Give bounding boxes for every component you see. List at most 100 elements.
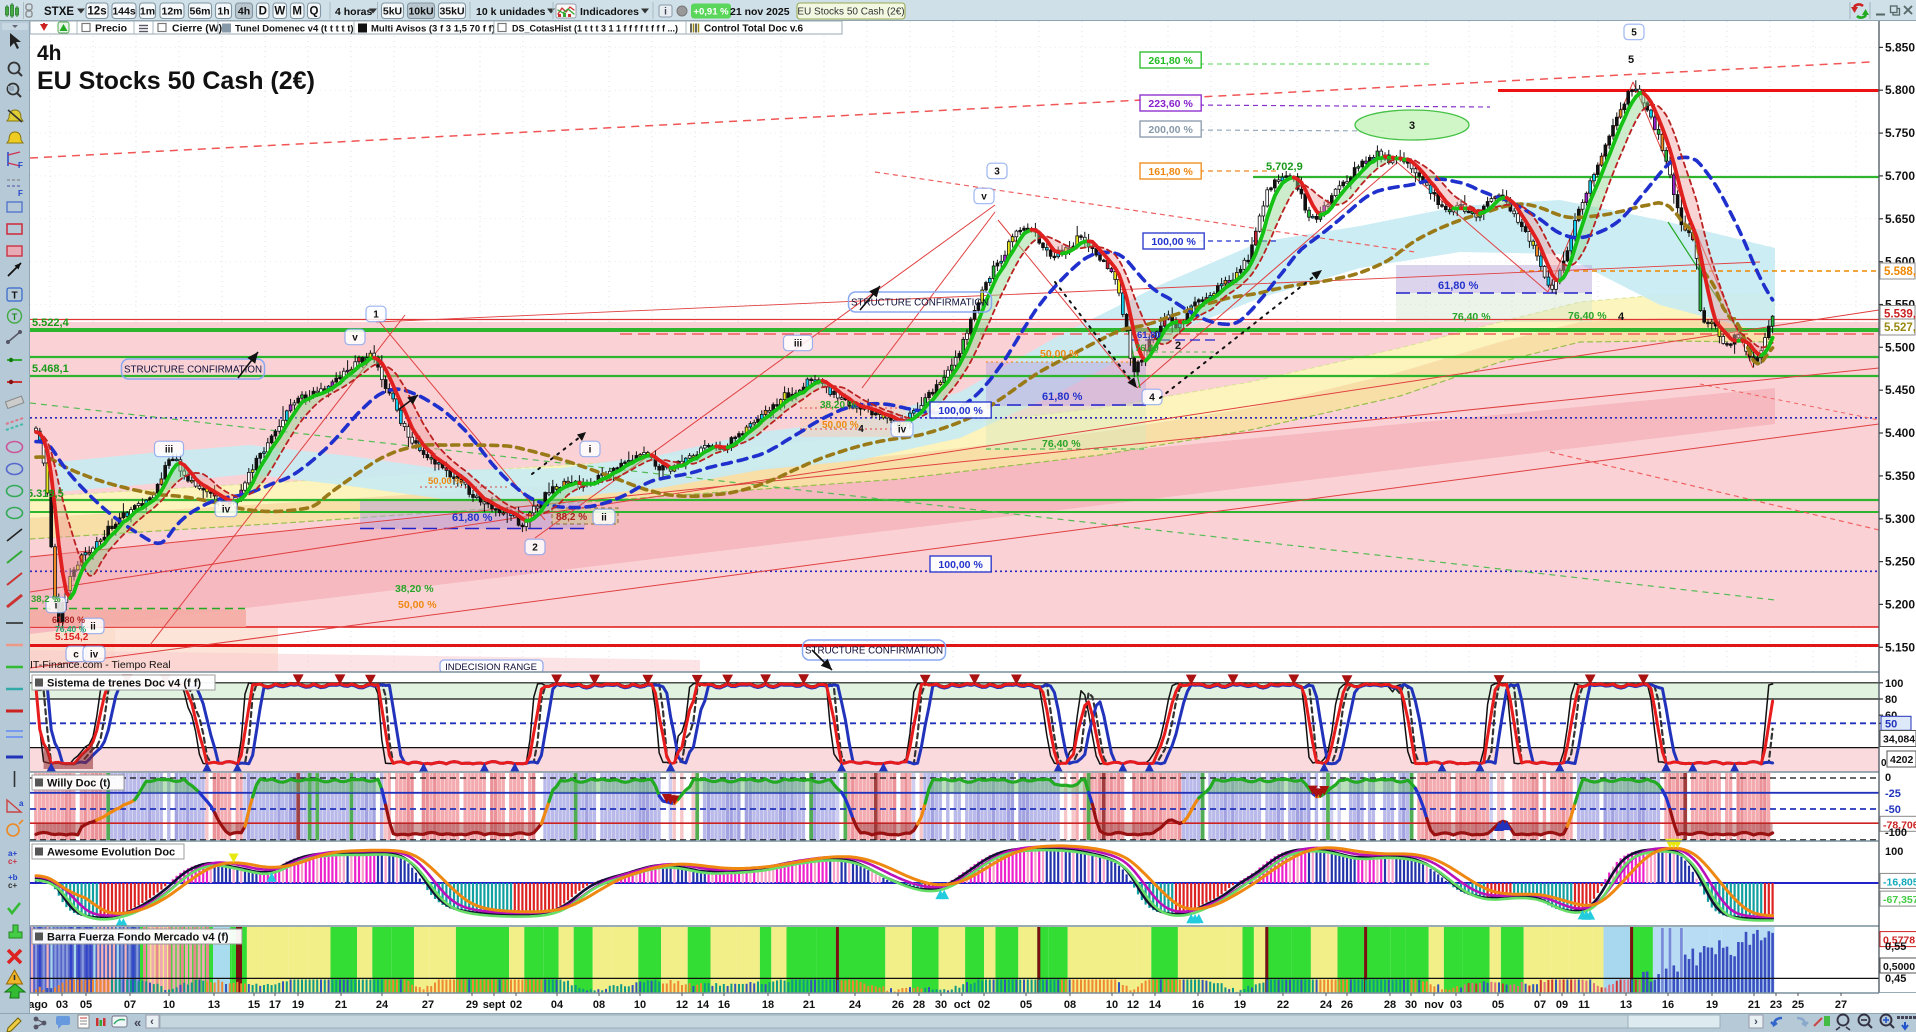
svg-text:iv: iv — [222, 504, 231, 515]
svg-text:EU Stocks 50 Cash (2€): EU Stocks 50 Cash (2€) — [797, 7, 904, 18]
svg-text:0,5000: 0,5000 — [1883, 961, 1915, 973]
svg-text:0: 0 — [1881, 758, 1887, 769]
svg-text:100,00 %: 100,00 % — [938, 559, 983, 571]
svg-text:5.527,7: 5.527,7 — [1884, 322, 1916, 334]
svg-text:5.500: 5.500 — [1885, 340, 1915, 354]
svg-text:a+: a+ — [8, 849, 17, 858]
svg-text:12s: 12s — [87, 6, 106, 18]
svg-text:5.650: 5.650 — [1885, 212, 1915, 226]
svg-text:i: i — [589, 444, 592, 455]
svg-text:61,80 %: 61,80 % — [1042, 391, 1083, 403]
svg-text:-25: -25 — [1885, 788, 1901, 800]
svg-text:iii: iii — [165, 444, 174, 455]
svg-text:M: M — [292, 6, 302, 18]
svg-text:76,40: 76,40 — [1135, 343, 1159, 354]
svg-text:5.468,1: 5.468,1 — [32, 363, 69, 375]
svg-text:24: 24 — [849, 999, 862, 1011]
svg-text:5.350: 5.350 — [1885, 469, 1915, 483]
svg-text:5.300: 5.300 — [1885, 512, 1915, 526]
svg-text:sept: sept — [483, 999, 506, 1011]
svg-text:14: 14 — [697, 999, 710, 1011]
svg-text:14: 14 — [1149, 999, 1162, 1011]
svg-text:80: 80 — [1885, 694, 1897, 706]
svg-text:25: 25 — [1792, 999, 1804, 1011]
svg-text:+0,91 %: +0,91 % — [693, 7, 729, 18]
svg-text:13: 13 — [1620, 999, 1632, 1011]
svg-text:iv: iv — [898, 424, 907, 435]
svg-text:«: « — [134, 1015, 141, 1030]
svg-text:2: 2 — [532, 542, 538, 553]
svg-text:2: 2 — [1175, 340, 1181, 352]
svg-text:21 nov 2025: 21 nov 2025 — [730, 6, 790, 18]
svg-text:i: i — [664, 7, 667, 18]
svg-text:T: T — [11, 291, 17, 302]
svg-text:76,40 %: 76,40 % — [1452, 311, 1491, 323]
svg-text:3: 3 — [1409, 120, 1415, 132]
svg-text:a: a — [19, 799, 24, 808]
svg-text:-67,357: -67,357 — [1883, 894, 1916, 906]
svg-text:21: 21 — [803, 999, 815, 1011]
svg-text:STRUCTURE CONFIRMATION: STRUCTURE CONFIRMATION — [851, 298, 989, 309]
svg-text:5.250: 5.250 — [1885, 555, 1915, 569]
svg-text:76,40 %: 76,40 % — [1042, 438, 1081, 450]
svg-text:07: 07 — [124, 999, 136, 1011]
svg-text:10: 10 — [634, 999, 646, 1011]
svg-text:+b: +b — [8, 873, 18, 882]
svg-text:4: 4 — [1618, 311, 1625, 323]
svg-text:12: 12 — [1127, 999, 1139, 1011]
svg-text:03: 03 — [56, 999, 68, 1011]
svg-text:12: 12 — [676, 999, 688, 1011]
svg-text:Awesome Evolution Doc: Awesome Evolution Doc — [47, 847, 175, 859]
svg-text:30: 30 — [935, 999, 947, 1011]
svg-text:100: 100 — [1885, 846, 1903, 858]
svg-text:5.750: 5.750 — [1885, 126, 1915, 140]
svg-text:56m: 56m — [189, 6, 210, 18]
svg-text:16: 16 — [1662, 999, 1674, 1011]
svg-text:26: 26 — [1341, 999, 1353, 1011]
svg-text:61,80 %: 61,80 % — [452, 512, 493, 524]
svg-text:-50: -50 — [1885, 804, 1901, 816]
svg-text:5.800: 5.800 — [1885, 83, 1915, 97]
svg-text:11: 11 — [1578, 999, 1590, 1011]
svg-text:34,084: 34,084 — [1883, 734, 1915, 746]
svg-text:5.450: 5.450 — [1885, 383, 1915, 397]
svg-text:3: 3 — [994, 166, 1000, 177]
svg-text:5.539,5: 5.539,5 — [1884, 309, 1916, 321]
svg-text:0,5778: 0,5778 — [1883, 935, 1915, 947]
svg-text:61,80: 61,80 — [1137, 330, 1161, 341]
svg-text:5.150: 5.150 — [1885, 640, 1915, 654]
svg-text:50,00 %: 50,00 % — [822, 420, 859, 431]
svg-text:144s: 144s — [112, 6, 136, 18]
svg-text:1m: 1m — [140, 6, 155, 18]
svg-text:76,40 %: 76,40 % — [55, 624, 87, 634]
svg-text:10 k unidades: 10 k unidades — [476, 6, 546, 18]
svg-text:23: 23 — [1770, 999, 1782, 1011]
svg-text:61,80 %: 61,80 % — [1438, 280, 1479, 292]
svg-text:4h: 4h — [238, 6, 250, 18]
svg-text:5.850: 5.850 — [1885, 40, 1915, 54]
svg-text:5: 5 — [1631, 27, 1637, 38]
svg-text:Multi Avisos (3 f 3 1,5 70 f f: Multi Avisos (3 f 3 1,5 70 f f) — [371, 24, 495, 35]
svg-text:1h: 1h — [217, 6, 229, 18]
svg-text:38,20 %: 38,20 % — [820, 400, 857, 411]
svg-text:16: 16 — [718, 999, 730, 1011]
svg-text:F: F — [18, 189, 23, 198]
svg-text:07: 07 — [1534, 999, 1546, 1011]
svg-text:5.400: 5.400 — [1885, 426, 1915, 440]
svg-text:19: 19 — [1706, 999, 1718, 1011]
svg-text:76,40 %: 76,40 % — [1568, 310, 1607, 322]
svg-text:Sistema de trenes Doc v4 (f f): Sistema de trenes Doc v4 (f f) — [47, 678, 201, 690]
svg-text:04: 04 — [551, 999, 564, 1011]
svg-text:21: 21 — [1748, 999, 1760, 1011]
svg-text:W: W — [274, 6, 285, 18]
svg-text:0,45: 0,45 — [1885, 973, 1906, 985]
svg-text:13: 13 — [208, 999, 220, 1011]
svg-text:02: 02 — [510, 999, 522, 1011]
svg-text:21: 21 — [335, 999, 347, 1011]
svg-text:ii: ii — [601, 512, 607, 523]
svg-text:24: 24 — [376, 999, 389, 1011]
svg-text:08: 08 — [593, 999, 605, 1011]
svg-text:15: 15 — [248, 999, 260, 1011]
svg-text:STXE: STXE — [44, 6, 74, 18]
svg-text:STRUCTURE CONFIRMATION: STRUCTURE CONFIRMATION — [124, 365, 262, 376]
